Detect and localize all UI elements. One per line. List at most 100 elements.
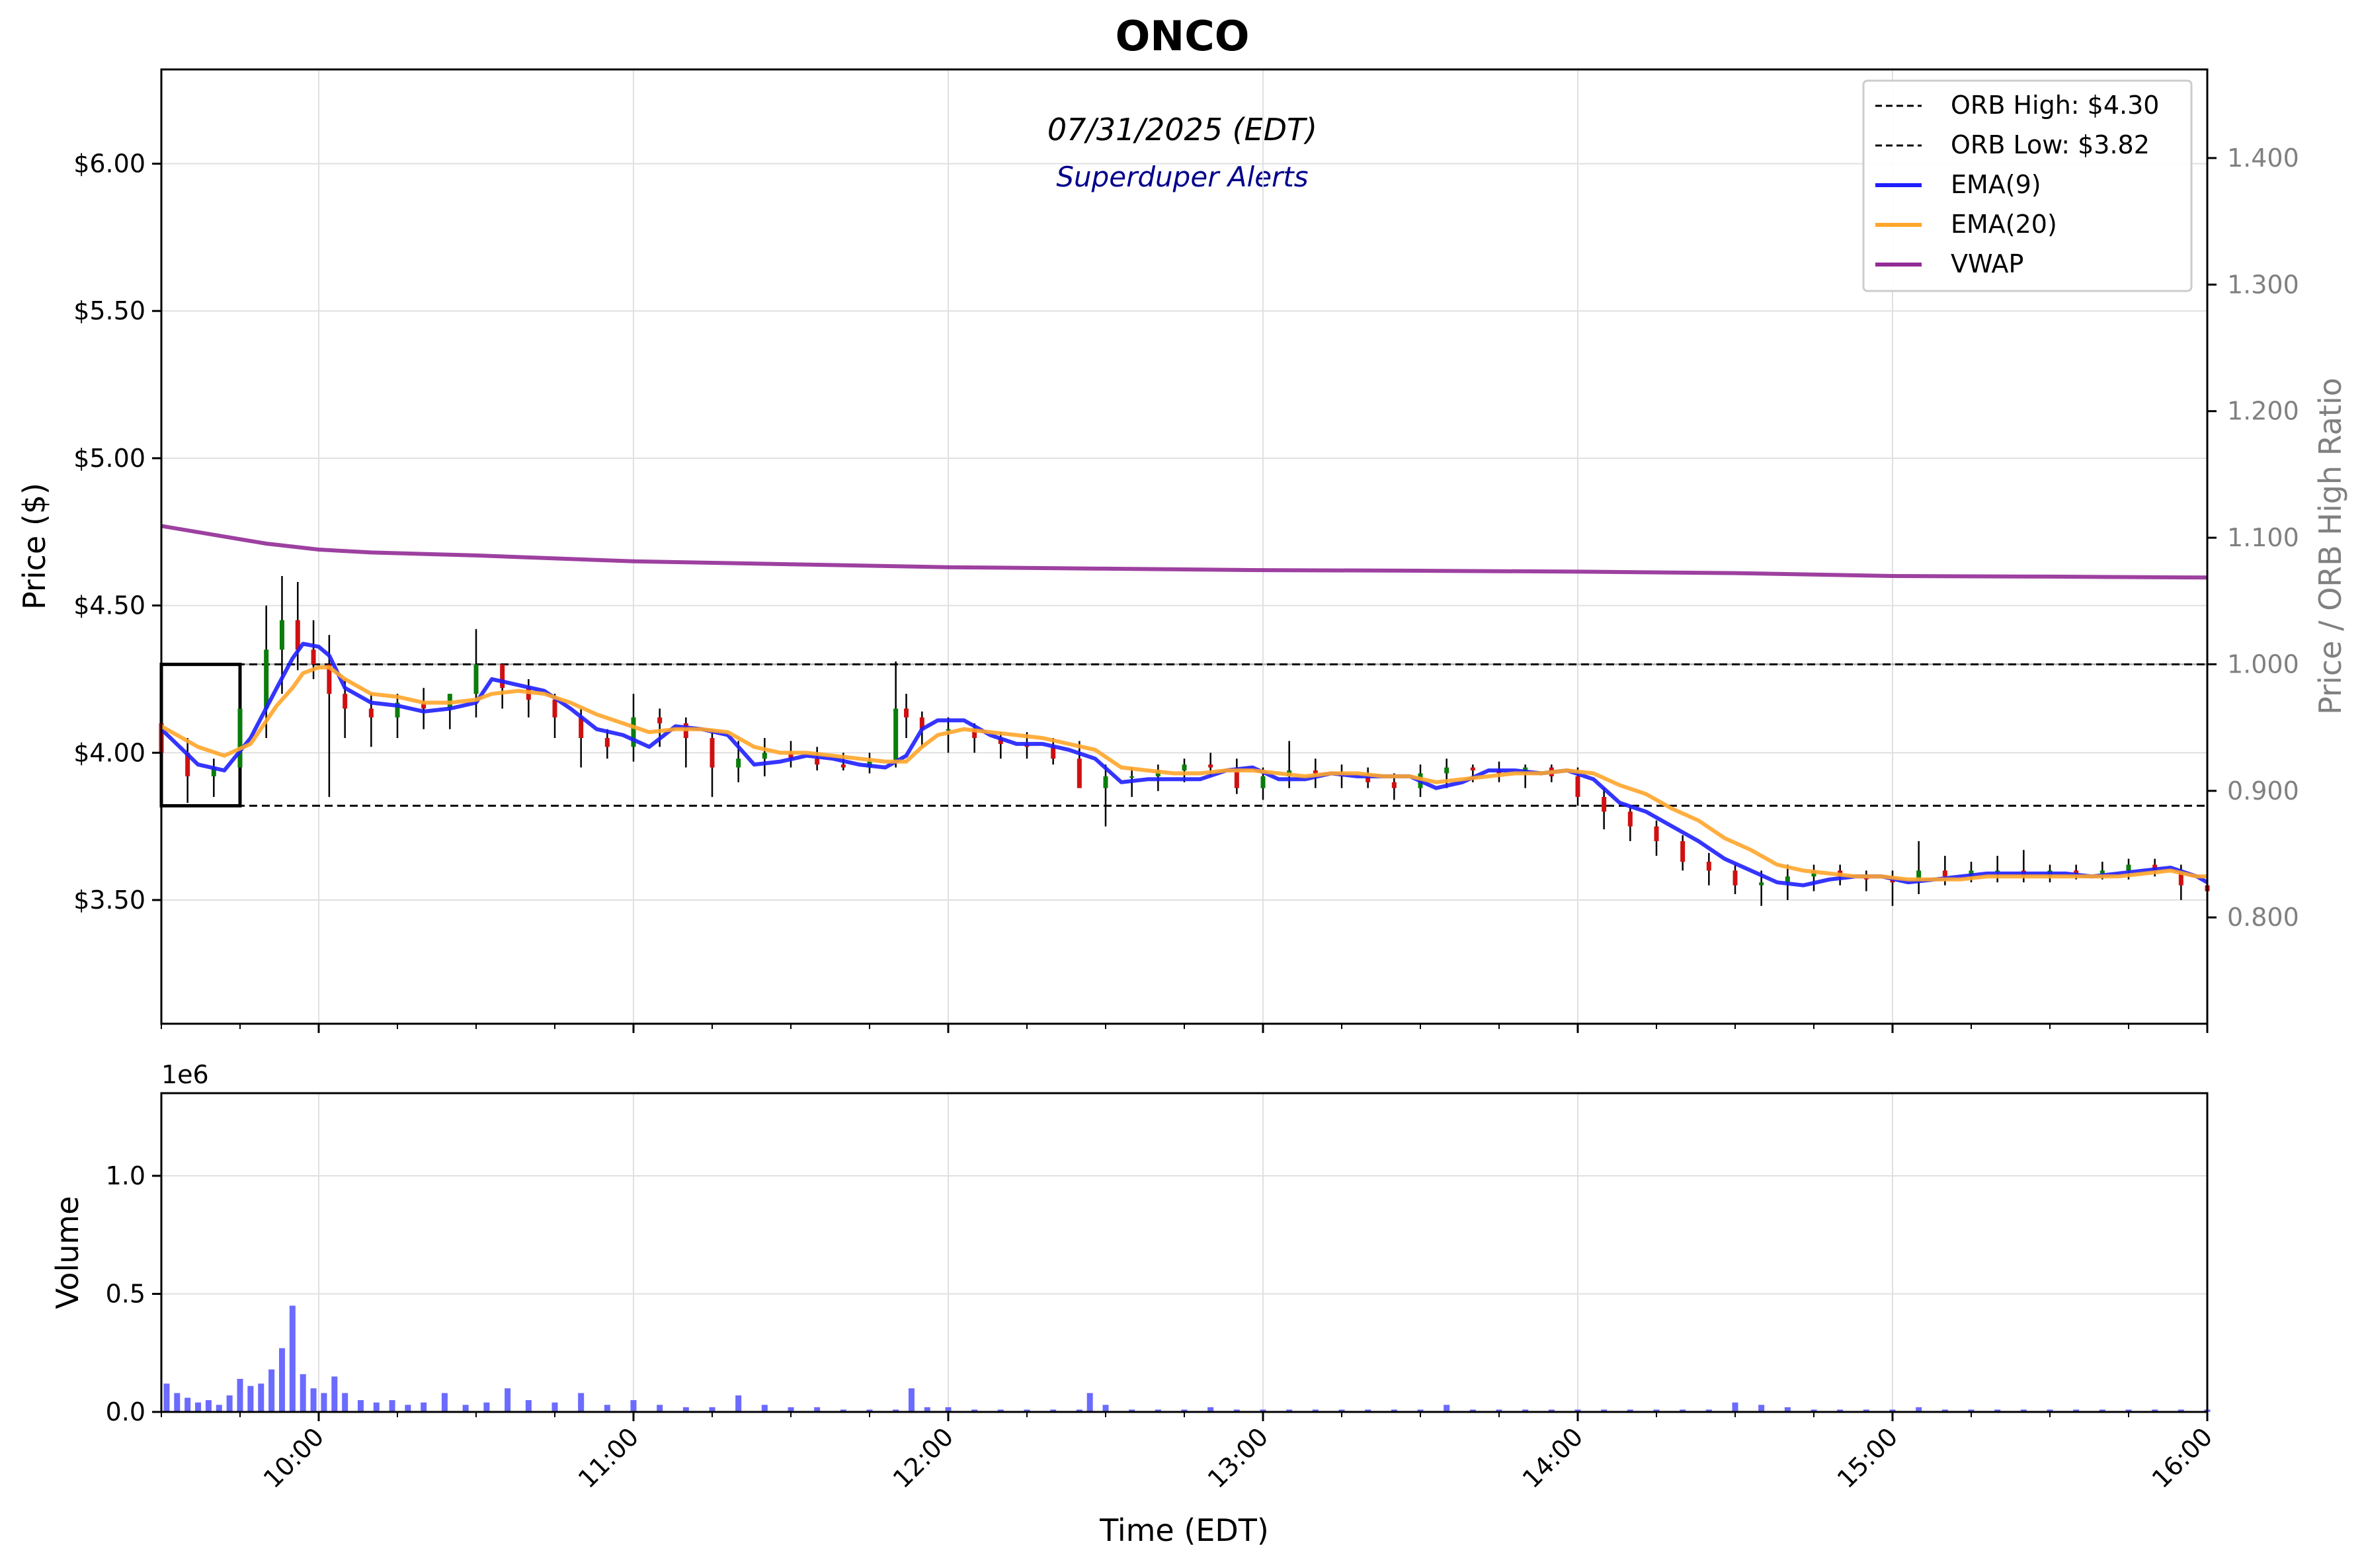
candle-body	[1182, 764, 1187, 770]
volume-bar	[1994, 1409, 2001, 1412]
volume-bar	[971, 1409, 978, 1412]
candle-body	[893, 708, 899, 762]
volume-bar	[441, 1393, 448, 1412]
candle-body	[1444, 767, 1449, 774]
volume-bar	[1916, 1407, 1922, 1412]
volume-bar	[331, 1376, 338, 1412]
candle-body	[2178, 870, 2183, 886]
volume-bar	[1050, 1409, 1057, 1412]
volume-y-tick-label: 0.0	[106, 1397, 145, 1426]
volume-bar	[1338, 1409, 1345, 1412]
candle-body	[1208, 764, 1213, 768]
volume-bar	[1496, 1409, 1502, 1412]
volume-bar	[278, 1348, 285, 1412]
candle-body	[736, 759, 741, 768]
legend: ORB High: $4.30 ORB Low: $3.82 EMA(9) EM…	[1862, 79, 2193, 292]
volume-bar	[997, 1409, 1004, 1412]
candle-body	[1602, 797, 1607, 812]
volume-bar	[1365, 1409, 1371, 1412]
legend-label-ema20: EMA(20)	[1951, 210, 2057, 239]
candle-body	[1365, 776, 1371, 782]
volume-bar	[289, 1305, 296, 1412]
ema-20-line	[160, 665, 2207, 882]
volume-bar	[483, 1402, 490, 1412]
volume-bar	[1732, 1402, 1738, 1412]
volume-bar	[1522, 1409, 1529, 1412]
vwap-line	[161, 524, 2208, 580]
volume-bar	[840, 1409, 846, 1412]
candle-body	[2126, 864, 2131, 871]
volume-bar	[1941, 1409, 1948, 1412]
volume-bar	[505, 1388, 511, 1412]
candle-body	[1706, 862, 1711, 871]
volume-bar	[1680, 1409, 1686, 1412]
volume-bar	[1863, 1409, 1869, 1412]
candle-body	[1942, 870, 1947, 877]
candle-body	[946, 729, 951, 731]
volume-bar	[1260, 1409, 1266, 1412]
candle-body	[279, 620, 284, 650]
candle-body	[500, 664, 505, 688]
candle-body	[1470, 767, 1475, 770]
candle-body	[1759, 882, 1764, 886]
volume-bar	[195, 1402, 202, 1412]
volume-bar	[226, 1395, 233, 1412]
candle-body	[631, 717, 636, 747]
date-label: 07/31/2025 (EDT)	[1047, 112, 1317, 147]
volume-bar	[462, 1405, 469, 1412]
candle-body	[1103, 776, 1108, 788]
candle-body	[1995, 870, 2000, 872]
candle-body	[788, 753, 794, 759]
price-y-tick-label: $3.50	[73, 886, 145, 915]
volume-bar	[866, 1409, 873, 1412]
ratio-y-tick-label: 1.200	[2227, 397, 2299, 426]
volume-bar	[604, 1405, 610, 1412]
volume-bar	[268, 1369, 275, 1412]
volume-bar	[2178, 1409, 2184, 1412]
volume-bar	[184, 1397, 191, 1412]
price-gridlines	[161, 69, 2208, 1024]
volume-bar	[405, 1405, 411, 1412]
volume-bar	[1102, 1405, 1109, 1412]
volume-y-tick-label: 0.5	[106, 1279, 145, 1308]
candle-body	[343, 694, 348, 709]
volume-bar	[761, 1405, 768, 1412]
volume-bar	[1086, 1393, 1093, 1412]
volume-bar	[1233, 1409, 1240, 1412]
volume-bar	[205, 1400, 212, 1412]
candle-body	[421, 702, 427, 709]
candle-body	[473, 664, 479, 694]
volume-bar	[174, 1393, 181, 1412]
volume-bar	[310, 1388, 317, 1412]
ratio-axis-label: Price / ORB High Ratio	[2312, 378, 2348, 715]
volume-bar	[1705, 1409, 1712, 1412]
volume-bar	[657, 1405, 663, 1412]
candle-body	[1785, 876, 1790, 883]
ratio-y-tick-label: 1.000	[2227, 649, 2299, 679]
price-axis-label: Price ($)	[17, 483, 52, 610]
volume-bar	[709, 1407, 715, 1412]
volume-bar	[237, 1379, 243, 1412]
volume-bar	[342, 1393, 348, 1412]
candle-body	[762, 753, 767, 759]
ratio-y-tick-label: 1.300	[2227, 270, 2299, 299]
volume-bar	[1469, 1409, 1476, 1412]
candle-body	[710, 737, 715, 768]
volume-bar	[908, 1388, 915, 1412]
volume-bar	[373, 1402, 380, 1412]
volume-bar	[1312, 1409, 1319, 1412]
candle-body	[552, 700, 557, 718]
volume-bar	[551, 1402, 558, 1412]
volume-bar	[814, 1407, 821, 1412]
ratio-y-tick-label: 1.100	[2227, 523, 2299, 552]
volume-bar	[735, 1395, 742, 1412]
volume-bar	[682, 1407, 689, 1412]
candle-body	[368, 708, 374, 718]
volume-bar	[1024, 1409, 1030, 1412]
candle-body	[1129, 776, 1135, 778]
legend-label-orb-high: ORB High: $4.30	[1951, 91, 2159, 120]
volume-bar	[1417, 1409, 1424, 1412]
volume-bar	[1968, 1409, 1975, 1412]
candle-body	[295, 620, 300, 650]
volume-bar	[924, 1407, 930, 1412]
